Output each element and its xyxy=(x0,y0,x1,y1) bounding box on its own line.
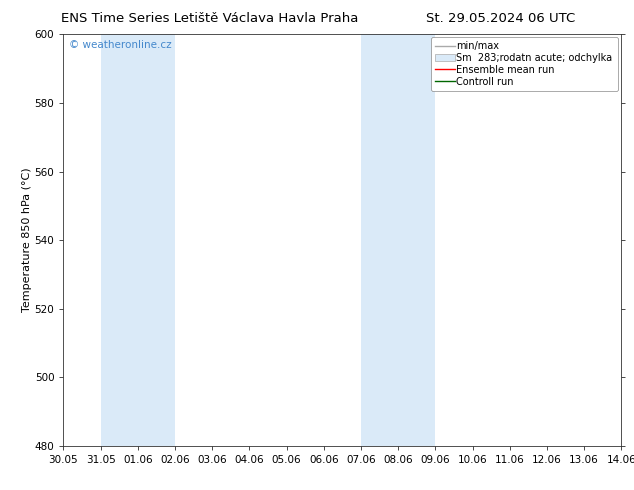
Legend: min/max, Sm  283;rodatn acute; odchylka, Ensemble mean run, Controll run: min/max, Sm 283;rodatn acute; odchylka, … xyxy=(431,37,618,91)
Text: St. 29.05.2024 06 UTC: St. 29.05.2024 06 UTC xyxy=(426,12,576,25)
Text: © weatheronline.cz: © weatheronline.cz xyxy=(69,41,172,50)
Text: ENS Time Series Letiště Václava Havla Praha: ENS Time Series Letiště Václava Havla Pr… xyxy=(60,12,358,25)
Y-axis label: Temperature 850 hPa (°C): Temperature 850 hPa (°C) xyxy=(22,168,32,313)
Bar xyxy=(101,34,175,446)
Bar xyxy=(361,34,436,446)
